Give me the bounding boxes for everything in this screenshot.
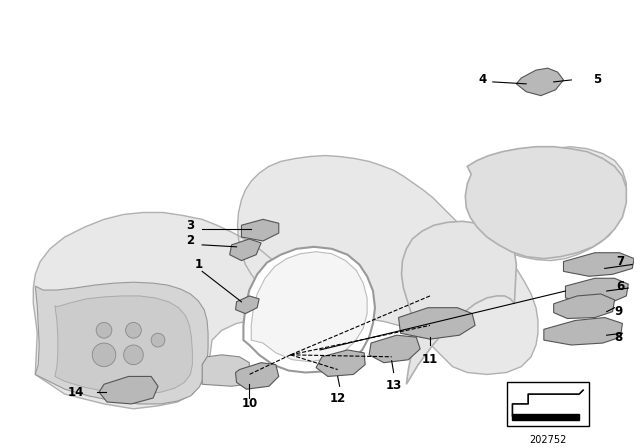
Text: 1: 1 — [194, 258, 202, 271]
Text: 9: 9 — [614, 305, 623, 318]
Circle shape — [96, 323, 112, 338]
Polygon shape — [241, 220, 279, 241]
Circle shape — [124, 345, 143, 365]
Bar — [506, 382, 589, 426]
Polygon shape — [55, 296, 193, 394]
Text: 12: 12 — [330, 392, 346, 405]
Text: 11: 11 — [422, 353, 438, 366]
Polygon shape — [243, 247, 375, 372]
Text: 6: 6 — [616, 280, 625, 293]
Polygon shape — [99, 376, 158, 404]
Text: 13: 13 — [385, 379, 402, 392]
Polygon shape — [566, 278, 628, 304]
Polygon shape — [316, 350, 365, 376]
Polygon shape — [236, 363, 279, 389]
Polygon shape — [236, 296, 259, 314]
Polygon shape — [401, 221, 516, 384]
Text: 2: 2 — [186, 234, 195, 247]
Text: 202752: 202752 — [529, 435, 566, 445]
Polygon shape — [563, 253, 634, 276]
Polygon shape — [202, 355, 250, 386]
Polygon shape — [465, 146, 627, 258]
Circle shape — [151, 333, 165, 347]
Polygon shape — [544, 318, 622, 345]
Bar — [513, 414, 579, 420]
Polygon shape — [33, 146, 627, 409]
Circle shape — [125, 323, 141, 338]
Polygon shape — [516, 68, 563, 95]
Polygon shape — [369, 335, 420, 363]
Text: 14: 14 — [68, 386, 84, 399]
Polygon shape — [230, 239, 261, 261]
Circle shape — [92, 343, 116, 366]
Text: 5: 5 — [593, 73, 601, 86]
Text: 8: 8 — [614, 331, 623, 344]
Polygon shape — [399, 308, 475, 339]
Polygon shape — [252, 252, 367, 362]
Text: 3: 3 — [186, 219, 195, 232]
Text: 7: 7 — [616, 255, 625, 268]
Text: 10: 10 — [241, 397, 258, 410]
Polygon shape — [35, 282, 208, 404]
Text: 4: 4 — [479, 73, 487, 86]
Polygon shape — [554, 294, 614, 319]
